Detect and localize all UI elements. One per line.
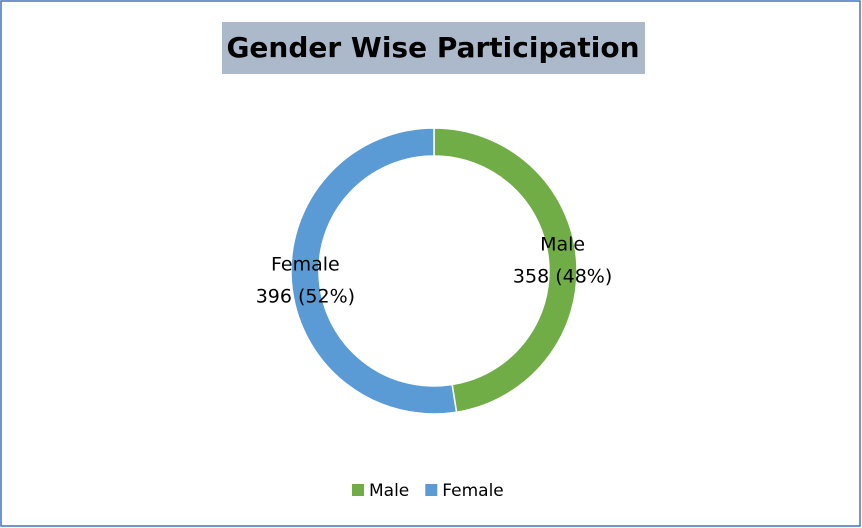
data-label-category: Male xyxy=(540,233,585,255)
data-label-category: Female xyxy=(271,254,340,276)
legend-swatch xyxy=(352,484,364,496)
title-box xyxy=(222,22,645,74)
legend-swatch xyxy=(425,484,438,496)
data-label: 396 (52%) xyxy=(256,286,355,308)
legend-label: Female xyxy=(442,481,503,501)
chart-title: Gender Wise Participation xyxy=(226,31,639,64)
donut-slice xyxy=(290,127,458,415)
data-label: 358 (48%) xyxy=(513,265,612,287)
legend-label: Male xyxy=(369,481,409,501)
